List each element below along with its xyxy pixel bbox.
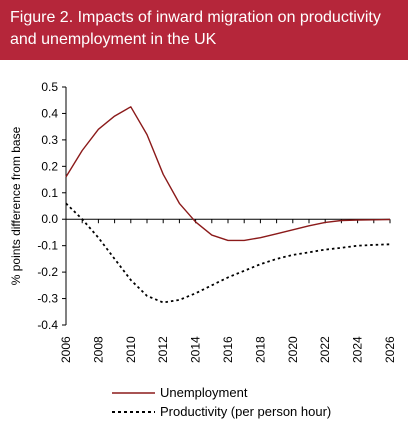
y-tick-label: -0.4 [37,318,58,332]
y-tick-label: 0.5 [41,80,58,94]
x-tick-label: 2008 [91,336,105,363]
y-tick-label: -0.3 [37,292,58,306]
chart-legend: Unemployment Productivity (per person hou… [112,385,331,419]
x-tick-label: 2020 [286,336,300,363]
x-tick-label: 2014 [189,336,203,363]
y-tick-label: 0.1 [41,186,58,200]
legend-label: Unemployment [160,385,248,400]
unemployment-series-line [65,106,391,242]
x-tick-label: 2016 [221,336,235,363]
y-tick-label: -0.2 [37,265,58,279]
y-axis-label: % points difference from base [9,126,23,285]
figure-title: Figure 2. Impacts of inward migration on… [10,9,381,48]
x-tick-label: 2012 [156,336,170,363]
y-tick-label: 0.0 [41,212,58,226]
x-tick-label: 2006 [59,336,73,363]
productivity-series-line [65,202,391,304]
y-tick-label: 0.2 [41,159,58,173]
figure-title-banner: Figure 2. Impacts of inward migration on… [0,0,408,60]
legend-label: Productivity (per person hour) [160,404,331,419]
x-tick-label: 2026 [383,336,397,363]
x-tick-label: 2022 [318,336,332,363]
x-tick-label: 2018 [253,336,267,363]
x-tick-label: 2024 [351,336,365,363]
y-tick-label: 0.4 [41,106,58,120]
y-tick-label: 0.3 [41,133,58,147]
y-tick-label: -0.1 [37,239,58,253]
x-tick-label: 2010 [124,336,138,363]
chart-series [65,106,391,304]
